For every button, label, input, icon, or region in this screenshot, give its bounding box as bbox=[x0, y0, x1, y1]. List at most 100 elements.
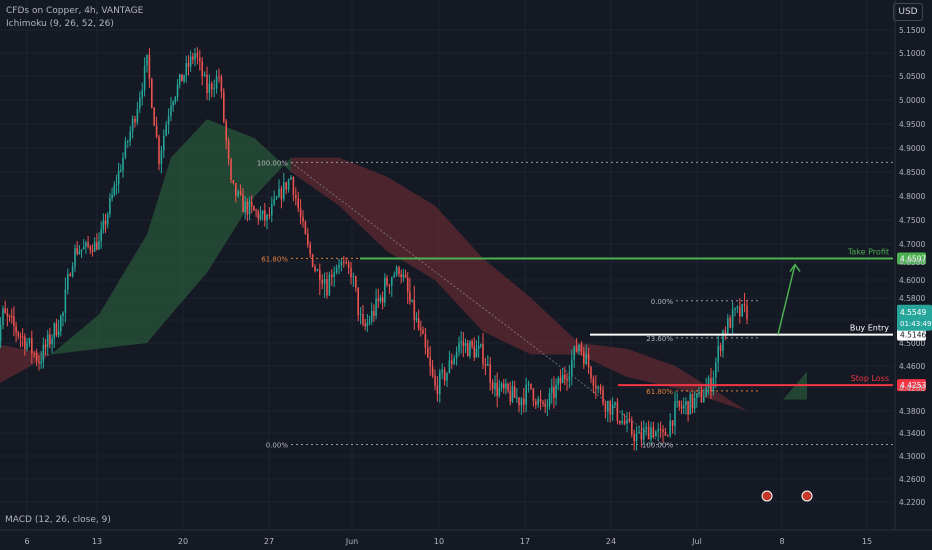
candle-body bbox=[174, 96, 177, 102]
candle-body bbox=[659, 428, 662, 430]
candle-body bbox=[26, 342, 28, 350]
fib-recent-level-label: 23.60% bbox=[646, 335, 673, 343]
candle-body bbox=[146, 54, 148, 66]
ichimoku-indicator-label[interactable]: Ichimoku (9, 26, 52, 26) bbox=[6, 19, 114, 29]
candle-body bbox=[235, 183, 237, 196]
candle-body bbox=[187, 62, 190, 67]
buy-entry-price-value: 4.5146 bbox=[900, 331, 926, 340]
candle-body bbox=[93, 242, 96, 252]
candle-body bbox=[239, 191, 242, 195]
candle-body bbox=[680, 406, 683, 409]
candle-body bbox=[513, 386, 516, 398]
candle-body bbox=[338, 265, 340, 268]
candle-body bbox=[67, 274, 69, 290]
take-profit-price-value: 4.6597 bbox=[900, 255, 926, 264]
macd-indicator-label[interactable]: MACD (12, 26, close, 9) bbox=[5, 515, 111, 525]
candle-body bbox=[352, 276, 355, 278]
candle-body bbox=[480, 344, 482, 346]
candle-body bbox=[115, 184, 118, 186]
trade-levels: Take Profit 4.6597 Buy Entry 4.5146 Stop Los… bbox=[360, 248, 926, 392]
candle-body bbox=[62, 312, 64, 316]
candle-body bbox=[15, 325, 17, 333]
candle-body bbox=[696, 393, 698, 399]
candle-body bbox=[76, 248, 78, 254]
candle-body bbox=[707, 377, 710, 388]
candle-body bbox=[104, 220, 107, 225]
candle-body bbox=[381, 297, 384, 303]
candle-body bbox=[698, 392, 700, 394]
candle-body bbox=[557, 377, 560, 385]
candle-body bbox=[143, 65, 146, 90]
y-tick-label: 5.1500 bbox=[899, 26, 925, 35]
y-tick-label: 4.8000 bbox=[899, 192, 925, 201]
stop-loss-price-tag bbox=[897, 379, 926, 392]
candle-body bbox=[167, 116, 170, 125]
candle-body bbox=[530, 383, 532, 389]
candle-body bbox=[141, 89, 143, 98]
candle-body bbox=[633, 434, 635, 442]
candle-body bbox=[302, 217, 304, 222]
candle-body bbox=[453, 358, 455, 365]
candle-body bbox=[458, 342, 460, 352]
candle-body bbox=[502, 383, 505, 389]
candle-body bbox=[4, 308, 6, 313]
y-tick-label: 5.0500 bbox=[899, 72, 925, 81]
fib-trend-line bbox=[290, 162, 664, 445]
x-tick-label: 20 bbox=[178, 537, 188, 546]
candle-body bbox=[49, 334, 51, 345]
candle-body bbox=[635, 433, 638, 442]
candle-body bbox=[340, 261, 343, 266]
candle-body bbox=[411, 299, 413, 302]
candle-body bbox=[592, 378, 595, 386]
candle-body bbox=[429, 357, 431, 367]
candle-body bbox=[181, 74, 183, 82]
candle-body bbox=[693, 398, 696, 409]
candle-body bbox=[287, 179, 290, 190]
x-tick-label: 15 bbox=[862, 537, 872, 546]
candle-body bbox=[420, 328, 422, 330]
cloud-segment bbox=[99, 234, 147, 349]
candle-body bbox=[471, 341, 473, 346]
candle-body bbox=[24, 336, 26, 350]
candle-body bbox=[609, 400, 611, 415]
candle-body bbox=[464, 343, 467, 346]
currency-button[interactable]: USD bbox=[893, 3, 923, 21]
candle-body bbox=[566, 378, 568, 381]
candle-body bbox=[500, 383, 503, 388]
candle-body bbox=[599, 386, 602, 390]
candle-body bbox=[316, 269, 319, 272]
candle-body bbox=[689, 394, 692, 415]
candle-body bbox=[244, 201, 246, 213]
x-tick-label: 8 bbox=[779, 537, 784, 546]
x-tick-label: Jul bbox=[691, 537, 702, 546]
candle-body bbox=[199, 57, 201, 62]
candle-body bbox=[525, 384, 527, 405]
y-tick-label: 4.2200 bbox=[899, 498, 925, 507]
y-tick-label: 4.9500 bbox=[899, 120, 925, 129]
candle-body bbox=[331, 274, 333, 277]
x-tick-label: 10 bbox=[434, 537, 444, 546]
candle-body bbox=[53, 323, 56, 339]
candle-body bbox=[213, 88, 215, 90]
candle-body bbox=[571, 359, 573, 376]
candle-body bbox=[621, 420, 623, 424]
candle-body bbox=[487, 364, 489, 366]
candle-body bbox=[494, 382, 496, 390]
candle-body bbox=[87, 242, 89, 247]
x-tick-label: 13 bbox=[92, 537, 102, 546]
y-tick-label: 4.7000 bbox=[899, 240, 925, 249]
candle-body bbox=[409, 291, 411, 302]
candle-body bbox=[443, 369, 446, 381]
candle-body bbox=[211, 83, 213, 90]
x-tick-label: 24 bbox=[606, 537, 616, 546]
candle-body bbox=[590, 367, 592, 379]
candle-body bbox=[568, 375, 571, 381]
event-marker-icon bbox=[801, 490, 813, 502]
y-tick-label: 4.4200 bbox=[899, 384, 925, 393]
candle-body bbox=[357, 287, 359, 315]
candle-body bbox=[242, 194, 244, 213]
candle-body bbox=[225, 121, 227, 141]
candle-body bbox=[153, 107, 155, 126]
candle-body bbox=[13, 316, 15, 326]
